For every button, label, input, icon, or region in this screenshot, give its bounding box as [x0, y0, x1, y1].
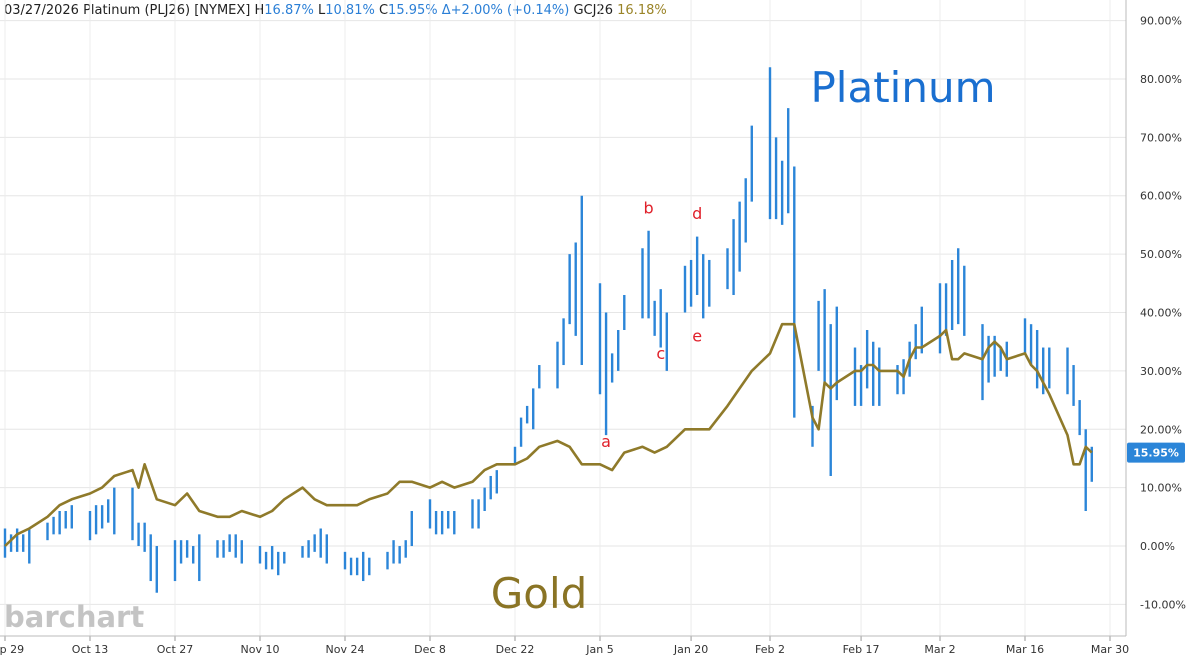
header-symbol: Platinum (PLJ26) [NYMEX]	[83, 3, 251, 18]
x-tick-label: Jan 5	[585, 643, 613, 656]
x-tick-label: Nov 24	[326, 643, 365, 656]
x-tick-label: Dec 22	[496, 643, 535, 656]
x-tick-label: Mar 2	[924, 643, 955, 656]
header-close-value: 15.95%	[388, 3, 438, 18]
y-tick-label: 90.00%	[1140, 15, 1182, 28]
x-tick-label: Oct 13	[72, 643, 109, 656]
x-tick-label: Mar 16	[1006, 643, 1044, 656]
header-low-value: 10.81%	[325, 3, 375, 18]
y-tick-label: 60.00%	[1140, 190, 1182, 203]
wave-label-c: c	[656, 344, 665, 363]
wave-label-b: b	[643, 198, 653, 217]
y-tick-label: 10.00%	[1140, 482, 1182, 495]
last-value-badge-text: 15.95%	[1133, 447, 1179, 460]
header-compare-symbol: GCJ26	[573, 3, 613, 18]
barchart-watermark: barchart	[4, 600, 144, 634]
y-tick-label: 70.00%	[1140, 131, 1182, 144]
wave-label-e: e	[692, 327, 702, 346]
last-value-badge: 15.95%	[1127, 442, 1185, 463]
y-tick-label: 30.00%	[1140, 365, 1182, 378]
x-tick-label: Mar 30	[1091, 643, 1129, 656]
header-high-value: 16.87%	[264, 3, 314, 18]
x-tick-label: Feb 17	[843, 643, 880, 656]
y-tick-label: 20.00%	[1140, 423, 1182, 436]
x-tick-label: Dec 8	[414, 643, 446, 656]
x-tick-label: Nov 10	[241, 643, 280, 656]
chart-header: 03/27/2026 Platinum (PLJ26) [NYMEX] H16.…	[4, 3, 667, 18]
y-tick-label: 40.00%	[1140, 307, 1182, 320]
platinum-series	[3, 67, 1093, 593]
x-tick-label: Sep 29	[0, 643, 24, 656]
x-tick-label: Feb 2	[755, 643, 785, 656]
header-close-label: C	[378, 3, 389, 18]
header-high-label: H	[254, 3, 265, 18]
header-low-label: L	[318, 3, 326, 18]
gold-line	[4, 322, 1093, 547]
gold-annotation: Gold	[491, 569, 588, 618]
header-compare-value: 16.18%	[617, 3, 667, 18]
y-tick-label: 80.00%	[1140, 73, 1182, 86]
y-tick-label: 0.00%	[1140, 540, 1175, 553]
wave-label-d: d	[692, 204, 702, 223]
header-date: 03/27/2026	[4, 3, 79, 18]
last-value-badge-bg	[1127, 442, 1185, 463]
x-tick-label: Jan 20	[673, 643, 708, 656]
platinum-annotation: Platinum	[810, 63, 995, 112]
header-change-value: Δ+2.00% (+0.14%)	[441, 3, 570, 18]
wave-label-a: a	[601, 432, 611, 451]
y-tick-label: -10.00%	[1140, 598, 1186, 611]
x-tick-label: Oct 27	[157, 643, 194, 656]
y-tick-label: 50.00%	[1140, 248, 1182, 261]
